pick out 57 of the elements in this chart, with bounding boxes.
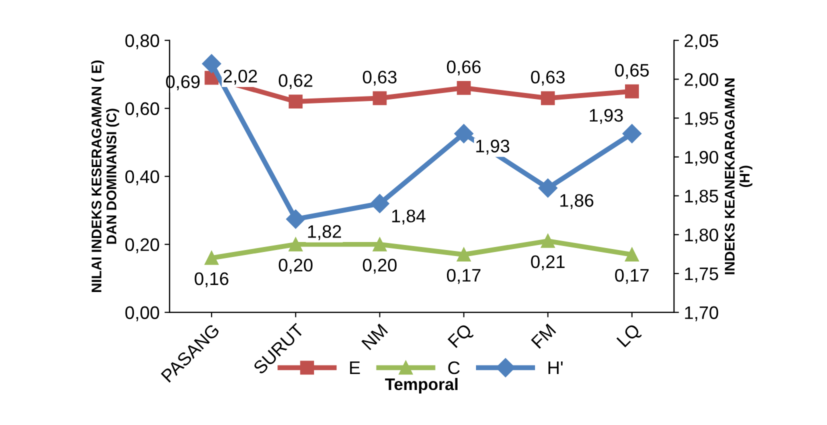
point bbox=[372, 91, 387, 106]
x-axis-title: Temporal bbox=[385, 378, 458, 394]
data-label: 0,65 bbox=[615, 64, 649, 79]
legend-label: H' bbox=[548, 362, 563, 374]
x-tick-label: LQ bbox=[616, 323, 644, 350]
data-label: 1,93 bbox=[590, 108, 623, 124]
point bbox=[372, 237, 387, 252]
data-label: 0,17 bbox=[446, 268, 480, 284]
point bbox=[288, 237, 303, 252]
point bbox=[540, 91, 555, 106]
data-label: 1,84 bbox=[392, 210, 426, 225]
data-label: 1,93 bbox=[476, 140, 510, 155]
data-label: 1,86 bbox=[560, 194, 594, 209]
y2-axis-title: INDEKS KEANEKARAGAMAN (H') bbox=[724, 78, 752, 274]
y-tick-label: 0,40 bbox=[125, 170, 160, 186]
point bbox=[625, 84, 639, 98]
y2-tick-label: 1,95 bbox=[685, 112, 718, 127]
data-label: 0,63 bbox=[362, 70, 397, 86]
y-tick-label: 0,20 bbox=[125, 238, 160, 254]
point bbox=[622, 124, 642, 144]
x-tick-label: FM bbox=[530, 324, 556, 349]
data-label: 0,62 bbox=[278, 74, 312, 90]
point bbox=[288, 94, 303, 109]
point bbox=[204, 251, 219, 265]
y2-tick-label: 1,70 bbox=[685, 306, 718, 322]
data-label: 0,17 bbox=[615, 268, 649, 284]
y2-tick-label: 1,75 bbox=[685, 268, 718, 282]
y-tick-label: 0,80 bbox=[125, 34, 160, 50]
data-label: 1,82 bbox=[308, 225, 341, 240]
point bbox=[454, 124, 474, 144]
point bbox=[370, 194, 390, 214]
data-label: 0,21 bbox=[531, 255, 565, 270]
x-tick-label: NM bbox=[361, 324, 388, 350]
x-tick-label: FQ bbox=[447, 323, 475, 350]
y2-tick-label: 2,05 bbox=[684, 34, 718, 50]
y-tick-label: 0,00 bbox=[125, 306, 160, 322]
point bbox=[456, 81, 471, 95]
legend-label: C bbox=[448, 361, 460, 374]
y2-tick-label: 1,80 bbox=[685, 228, 718, 244]
y2-tick-label: 2,00 bbox=[684, 73, 718, 88]
point bbox=[202, 54, 222, 74]
data-label: 0,16 bbox=[194, 272, 228, 288]
y-tick-label: 0,60 bbox=[125, 102, 160, 118]
point bbox=[456, 248, 471, 262]
point bbox=[538, 178, 558, 198]
y2-tick-label: 1,90 bbox=[685, 150, 718, 166]
y2-tick-label: 1,85 bbox=[685, 190, 718, 205]
y-axis-title: NILAI INDEKS KESERAGAMAN ( E) DAN DOMINANSI (C) bbox=[91, 60, 120, 292]
data-label: 0,20 bbox=[362, 258, 397, 274]
point bbox=[540, 234, 555, 248]
data-label: 2,02 bbox=[224, 70, 257, 85]
point bbox=[625, 248, 639, 262]
point bbox=[286, 210, 306, 229]
data-label: 0,20 bbox=[278, 258, 313, 274]
legend-label: E bbox=[350, 362, 360, 374]
data-label: 0,63 bbox=[531, 70, 565, 86]
data-label: 0,66 bbox=[446, 60, 481, 76]
